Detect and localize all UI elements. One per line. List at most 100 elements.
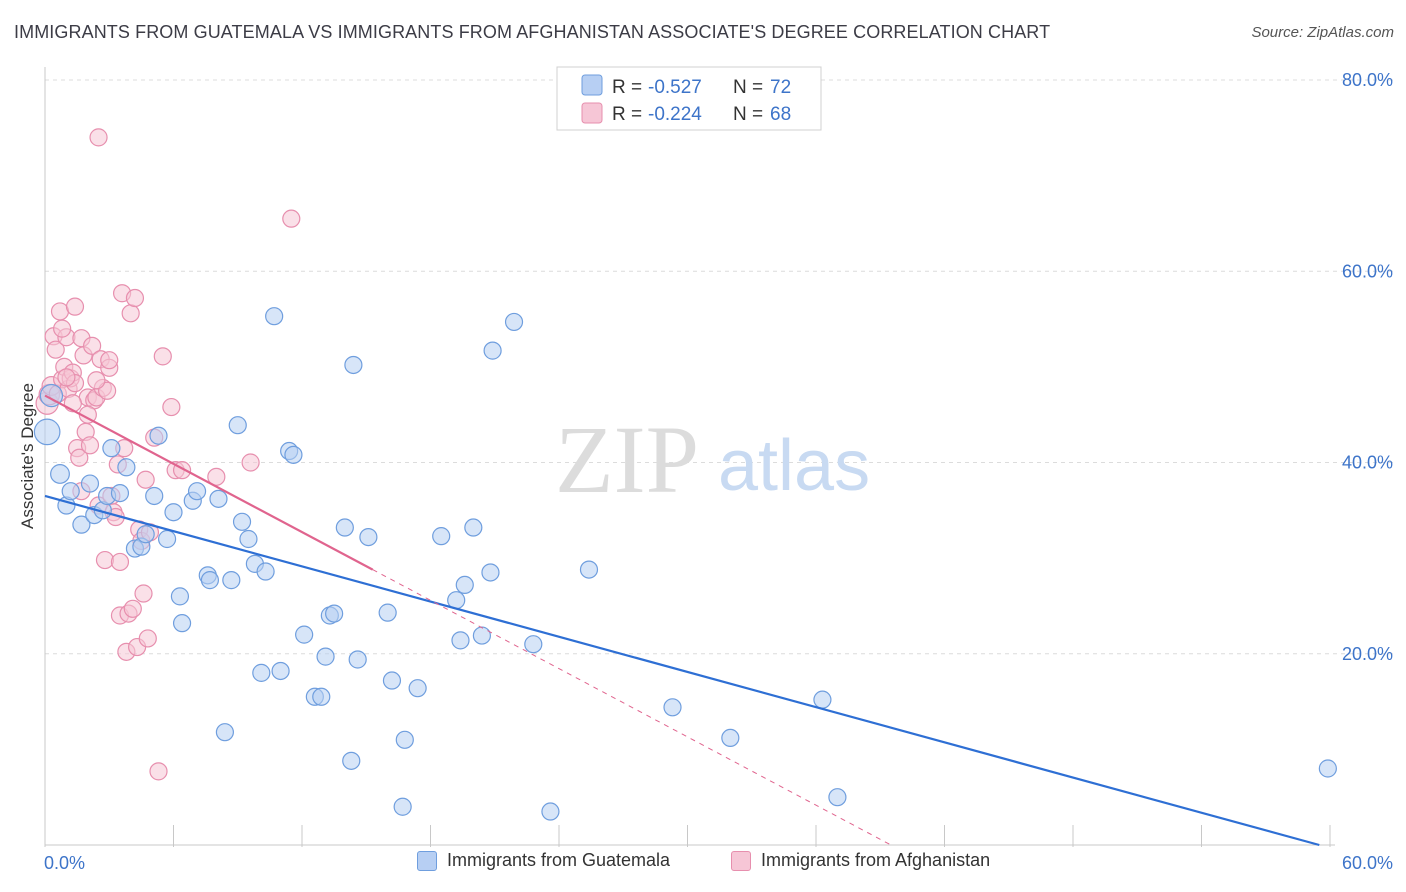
guatemala-point [145,486,164,506]
guatemala-point [348,650,367,669]
guatemala-point [1318,759,1337,778]
afghanistan-point [100,351,119,370]
guatemala-point [232,512,252,531]
guatemala-point [828,788,847,807]
afghanistan-point [89,128,108,147]
guatemala-point [312,687,331,706]
afghanistan-point [95,550,115,570]
y-tick-label: 80.0% [1342,70,1393,90]
legend-r-value-guatemala: -0.527 [648,77,702,98]
guatemala-point [149,426,168,445]
legend-r-label-guatemala: R = [612,77,642,98]
watermark-zip: ZIP [555,406,699,513]
afghanistan-point [53,319,72,338]
guatemala-point [663,698,682,717]
guatemala-point [325,604,344,623]
guatemala-point [117,458,136,477]
guatemala-point [102,439,121,458]
afghanistan-point [134,584,153,603]
guatemala-point [342,751,361,770]
guatemala-point [228,416,247,435]
guatemala-point [721,728,740,748]
guatemala-point [382,671,402,690]
afghanistan-point [125,288,145,308]
guatemala-point [136,525,155,544]
axes [44,67,1335,847]
x-tick-label-min: 0.0% [44,853,85,873]
guatemala-point [464,518,483,537]
guatemala-point [187,482,207,501]
afghanistan-point [110,552,130,572]
guatemala-point [359,527,378,547]
guatemala-point [222,571,241,590]
guatemala-point [80,474,100,493]
trend-lines [44,394,1320,847]
trend-line-afghanistan-extension [372,569,892,846]
guatemala-point [316,647,335,666]
guatemala-point [472,626,491,645]
legend-n-value-afghanistan: 68 [770,104,791,125]
afghanistan-point [46,340,65,359]
guatemala-point [50,464,70,484]
afghanistan-point [80,436,100,455]
guatemala-point [813,690,832,709]
afghanistan-point [65,297,85,316]
legend-item-afghanistan: Immigrants from Afghanistan [731,850,990,871]
legend-swatch-afghanistan [731,850,751,871]
legend-n-label-afghanistan: N = [733,104,763,125]
guatemala-point [395,730,414,749]
trend-line-afghanistan [44,394,374,571]
guatemala-point [344,355,363,375]
source-label: Source: ZipAtlas.com [1251,24,1394,41]
guatemala-point [451,631,470,650]
guatemala-point [504,312,524,332]
legend-swatch-guatemala [581,74,603,96]
legend-swatch-afghanistan [581,102,603,124]
x-tick-label-max: 60.0% [1342,853,1393,873]
afghanistan-point [123,599,142,618]
guatemala-point [265,307,284,326]
guatemala-point [215,723,234,742]
afghanistan-point [87,371,106,390]
tick-labels: 20.0% 40.0% 60.0% 80.0% 0.0% 60.0% [44,70,1393,873]
afghanistan-point [138,629,157,648]
afghanistan-point [136,470,155,489]
afghanistan-point [162,397,181,417]
guatemala-point [239,529,258,549]
guatemala-point [481,563,500,582]
legend-r-label-afghanistan: R = [612,104,642,125]
y-tick-label: 40.0% [1342,453,1393,473]
guatemala-point [432,527,451,546]
legend-n-value-guatemala: 72 [770,77,791,98]
trend-line-guatemala [44,494,1320,847]
guatemala-point [172,614,192,633]
legend-n-label-guatemala: N = [733,77,763,98]
guatemala-point [170,587,190,606]
legend-label-guatemala: Immigrants from Guatemala [447,850,671,870]
afghanistan-point [83,336,102,355]
guatemala-point [408,679,427,698]
guatemala-point [164,503,183,522]
legend-r-value-afghanistan: -0.224 [648,104,702,125]
guatemala-point [579,560,599,579]
chart-title: IMMIGRANTS FROM GUATEMALA VS IMMIGRANTS … [14,22,1051,42]
afghanistan-point [282,209,301,228]
guatemala-point [61,482,80,501]
guatemala-point [157,529,177,549]
guatemala-point [209,489,228,508]
guatemala-point [200,571,220,590]
guatemala-point [541,802,560,821]
y-tick-label: 20.0% [1342,644,1393,664]
guatemala-point [271,661,290,681]
bottom-legend: Immigrants from Guatemala Immigrants fro… [0,850,1406,880]
watermark: ZIP atlas [555,406,870,513]
guatemala-point [335,518,354,537]
afghanistan-points [35,128,301,781]
legend-label-afghanistan: Immigrants from Afghanistan [761,850,991,870]
afghanistan-point [50,302,70,321]
guatemala-point [110,484,130,503]
legend-box: R = -0.527 N = 72 R = -0.224 N = 68 [556,66,822,131]
guatemala-point [72,515,91,534]
guatemala-point [483,341,502,360]
guatemala-point [393,797,412,816]
